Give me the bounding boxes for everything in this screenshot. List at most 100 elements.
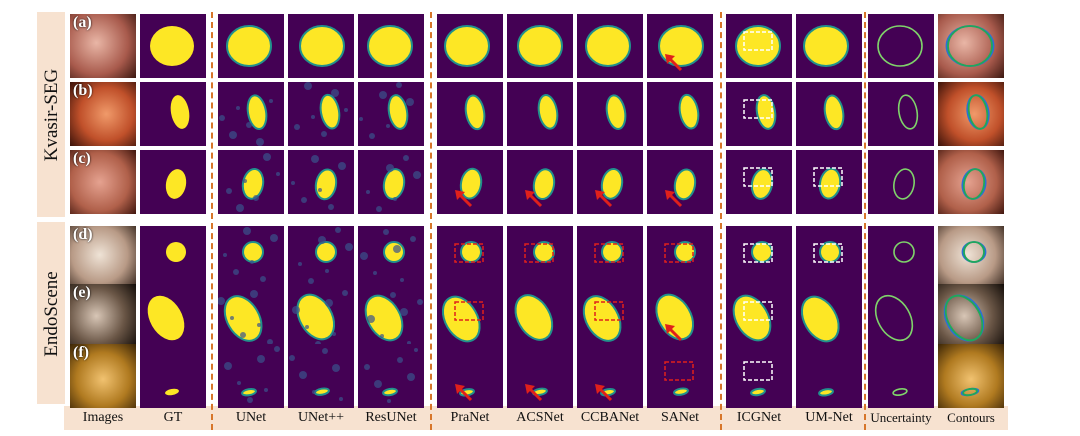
noise-speck xyxy=(364,364,370,370)
segmentation-mask xyxy=(582,295,624,342)
mask-region xyxy=(441,295,481,343)
noise-speck xyxy=(379,91,387,99)
mask-region xyxy=(673,168,697,201)
noise-speck xyxy=(257,355,265,363)
segmentation-mask xyxy=(524,241,555,263)
cell-acsnet-row-6 xyxy=(507,344,573,408)
segmentation-mask xyxy=(813,167,843,200)
column-label-gt: GT xyxy=(163,410,183,425)
mask-region xyxy=(800,295,840,343)
mask-region xyxy=(600,167,624,200)
noise-speck xyxy=(223,253,227,257)
cell-images-row-5: (e) xyxy=(70,284,136,348)
cell-pranet-row-6 xyxy=(437,344,503,408)
noise-speck xyxy=(269,99,273,103)
mask-region xyxy=(383,241,405,263)
cell-ccbanet-row-1 xyxy=(577,14,643,78)
segmentation-mask xyxy=(743,241,773,263)
cell-ccbanet-row-3 xyxy=(577,150,643,214)
column-label-acsnet: ACSNet xyxy=(516,410,564,425)
uncertainty-map xyxy=(874,294,914,342)
arrow-head xyxy=(525,384,535,394)
segmentation-mask xyxy=(455,167,483,208)
cell-sanet-row-2 xyxy=(647,82,713,146)
highlight-box xyxy=(743,301,773,321)
cell-acsnet-row-4 xyxy=(507,226,573,290)
mask-region xyxy=(382,168,406,200)
cell-uncertainty-row-6 xyxy=(868,344,934,408)
mask-region xyxy=(537,94,559,130)
row-tag: (e) xyxy=(73,284,91,301)
column-label-umnet: UM-Net xyxy=(805,410,853,425)
contour-overlay xyxy=(960,387,980,397)
noise-speck xyxy=(387,399,391,403)
segmentation-mask xyxy=(813,241,843,263)
segmentation-mask xyxy=(226,153,280,212)
cell-images-row-4: (d) xyxy=(70,226,136,290)
arrow-head xyxy=(455,190,465,200)
highlight-box xyxy=(454,301,484,321)
noise-speck xyxy=(400,308,408,316)
mask-region xyxy=(751,241,773,263)
noise-speck xyxy=(253,195,259,201)
column-label-sanet: SANet xyxy=(660,410,700,425)
noise-speck xyxy=(219,115,225,121)
noise-speck xyxy=(342,290,348,296)
segmentation-mask xyxy=(595,384,616,402)
cell-unet-row-6 xyxy=(218,344,284,408)
mask-region xyxy=(962,387,978,397)
arrow-head xyxy=(595,384,605,394)
noise-speck xyxy=(270,234,278,242)
mask-region xyxy=(459,167,483,200)
noise-speck xyxy=(332,364,340,372)
mask-region xyxy=(241,387,257,397)
segmentation-mask xyxy=(823,94,845,131)
cell-images-row-3: (c) xyxy=(70,150,136,214)
segmentation-mask xyxy=(517,25,563,67)
noise-speck xyxy=(226,188,232,194)
cell-ccbanet-row-2 xyxy=(577,82,643,146)
cell-acsnet-row-2 xyxy=(507,82,573,146)
noise-speck xyxy=(413,171,421,179)
cell-icgnet-row-2 xyxy=(726,82,792,146)
separator-3 xyxy=(720,12,722,430)
mask-region xyxy=(962,168,986,200)
mask-region xyxy=(750,168,774,200)
column-label-contours: Contours xyxy=(947,410,995,425)
column-label-unet: UNet xyxy=(235,410,267,425)
segmentation-mask xyxy=(170,95,190,129)
dataset-band-endoscene xyxy=(37,222,65,404)
cell-resunet-row-1 xyxy=(358,14,424,78)
noise-speck xyxy=(233,269,239,275)
segmentation-mask xyxy=(367,25,413,67)
uncertainty-map xyxy=(893,241,915,263)
cell-ccbanet-row-6 xyxy=(577,344,643,408)
arrow-head xyxy=(665,324,675,334)
noise-speck xyxy=(386,124,390,128)
mask-region xyxy=(755,94,777,130)
contour-overlay xyxy=(966,94,990,130)
uncertainty-map xyxy=(892,388,908,396)
mask-region xyxy=(897,94,919,130)
noise-speck xyxy=(393,245,401,253)
contour-overlay xyxy=(961,241,987,263)
noise-speck xyxy=(359,117,363,121)
cell-sanet-row-6 xyxy=(647,344,713,408)
cell-contours-row-1 xyxy=(938,14,1004,78)
cell-icgnet-row-1 xyxy=(726,14,792,78)
segmentation-mask xyxy=(803,25,849,67)
segmentation-mask xyxy=(525,168,556,208)
noise-speck xyxy=(301,197,307,203)
mask-region xyxy=(874,294,914,342)
segmentation-mask xyxy=(166,242,186,262)
noise-speck xyxy=(406,98,414,106)
noise-speck xyxy=(400,278,404,282)
noise-speck xyxy=(373,271,377,275)
mask-region xyxy=(605,94,627,130)
noise-speck xyxy=(299,371,307,379)
noise-speck xyxy=(250,290,258,298)
mask-region xyxy=(674,241,696,263)
segmentation-mask xyxy=(595,167,624,208)
mask-region xyxy=(315,241,337,263)
noise-speck xyxy=(407,373,415,381)
